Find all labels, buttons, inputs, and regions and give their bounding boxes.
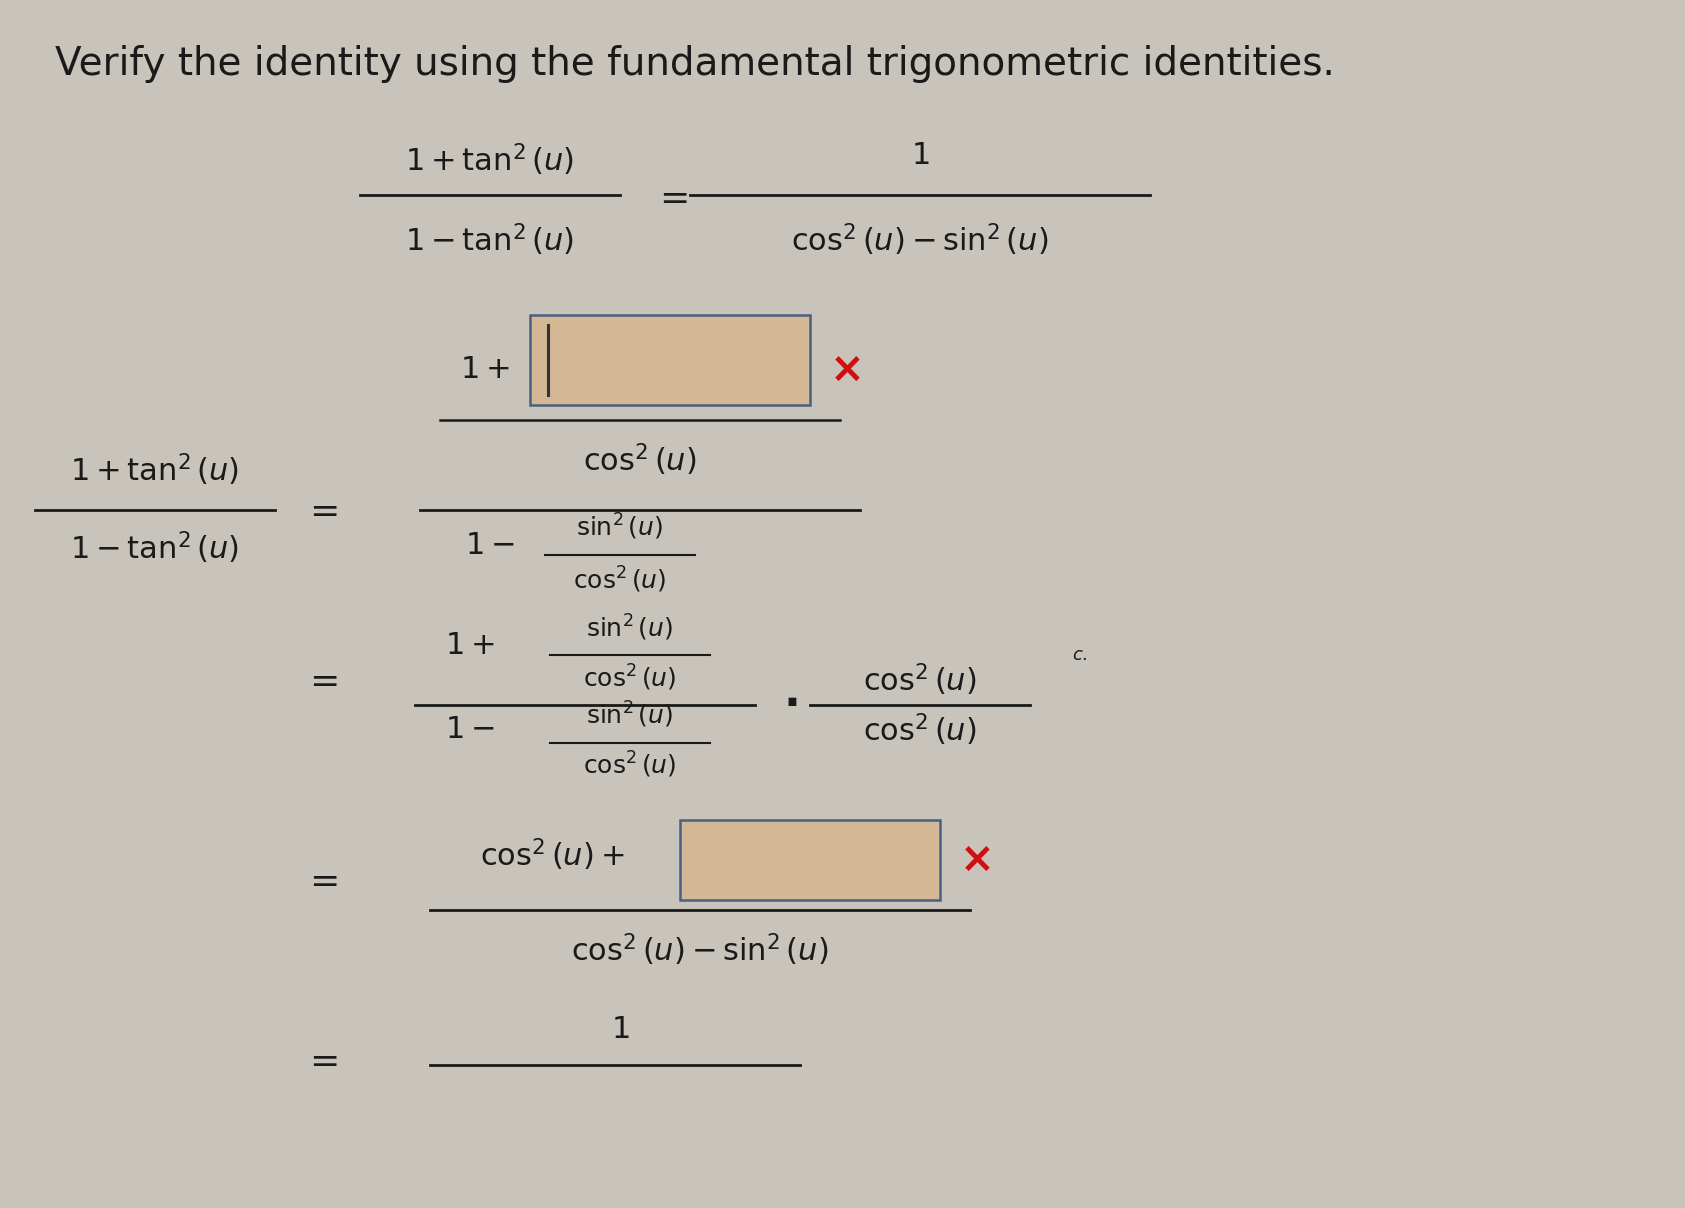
Text: $1 +$: $1 +$ <box>460 355 511 384</box>
Text: $=$: $=$ <box>652 180 687 214</box>
Text: $1 -$: $1 -$ <box>465 530 516 559</box>
Text: $\cos^2(u)$: $\cos^2(u)$ <box>583 442 698 478</box>
Text: $1 -$: $1 -$ <box>445 715 495 744</box>
Text: $\sin^2(u)$: $\sin^2(u)$ <box>586 612 674 643</box>
Text: $\boldsymbol{\cdot}$: $\boldsymbol{\cdot}$ <box>784 681 797 725</box>
Text: $\sin^2(u)$: $\sin^2(u)$ <box>586 699 674 730</box>
Text: $1 + \tan^2(u)$: $1 + \tan^2(u)$ <box>406 141 575 179</box>
Text: $1 - \tan^2(u)$: $1 - \tan^2(u)$ <box>71 530 239 567</box>
Text: $\cos^2(u) - \sin^2(u)$: $\cos^2(u) - \sin^2(u)$ <box>571 931 829 969</box>
Text: $\cos^2(u) +$: $\cos^2(u) +$ <box>480 837 625 873</box>
Text: Verify the identity using the fundamental trigonometric identities.: Verify the identity using the fundamenta… <box>56 45 1335 83</box>
Text: $\cos^2(u) - \sin^2(u)$: $\cos^2(u) - \sin^2(u)$ <box>792 222 1048 259</box>
Text: $=$: $=$ <box>302 863 337 898</box>
Text: $\sin^2(u)$: $\sin^2(u)$ <box>576 512 664 542</box>
Text: $1 + \tan^2(u)$: $1 + \tan^2(u)$ <box>71 452 239 488</box>
FancyBboxPatch shape <box>681 820 940 900</box>
Text: $=$: $=$ <box>302 493 337 527</box>
Text: $\mathbf{\times}$: $\mathbf{\times}$ <box>829 349 861 391</box>
Text: $\cos^2(u)$: $\cos^2(u)$ <box>583 663 677 693</box>
Text: $1 +$: $1 +$ <box>445 631 495 660</box>
Text: $\cos^2(u)$: $\cos^2(u)$ <box>863 662 977 698</box>
Text: $\cos^2(u)$: $\cos^2(u)$ <box>583 750 677 780</box>
Text: $=$: $=$ <box>302 663 337 697</box>
FancyBboxPatch shape <box>531 315 810 405</box>
Text: $1$: $1$ <box>912 140 928 169</box>
Text: $\cos^2(u)$: $\cos^2(u)$ <box>573 565 667 596</box>
Text: $=$: $=$ <box>302 1043 337 1078</box>
Text: $1$: $1$ <box>610 1016 629 1045</box>
Text: $1 - \tan^2(u)$: $1 - \tan^2(u)$ <box>406 222 575 259</box>
Text: $\cos^2(u)$: $\cos^2(u)$ <box>863 712 977 748</box>
Text: $c.$: $c.$ <box>1072 646 1089 664</box>
Text: $\mathbf{\times}$: $\mathbf{\times}$ <box>959 840 991 881</box>
